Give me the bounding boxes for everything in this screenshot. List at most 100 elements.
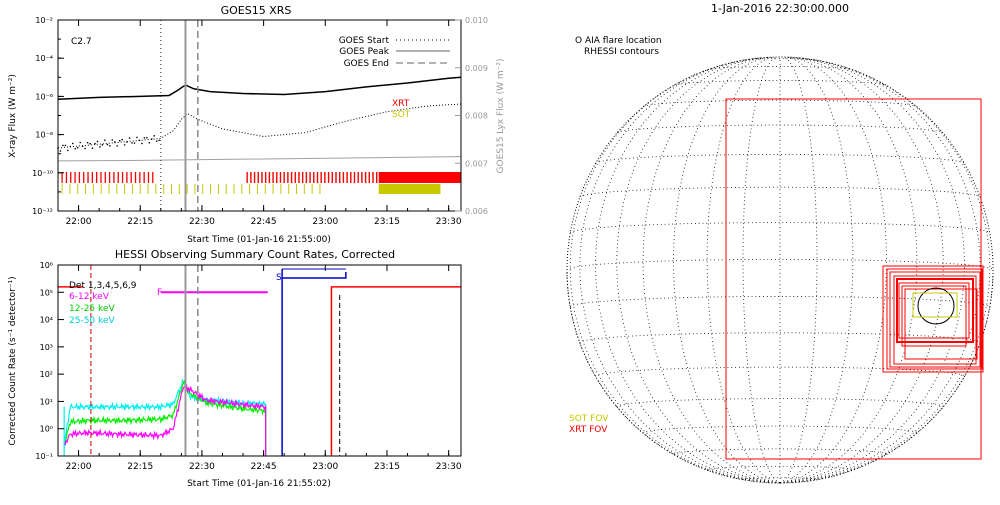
hessi-x-tick-label: 23:00: [312, 462, 338, 472]
goes-panel: GOES15 XRS C2.7 22:00 22:15 22:30 22:45 23:0…: [8, 4, 506, 245]
legend-25-50kev: 25-50 keV: [69, 316, 115, 326]
longitude-line: [779, 56, 818, 484]
longitude-line: [566, 269, 781, 484]
longitude-line: [569, 66, 781, 484]
xrs-short-point: [101, 144, 104, 146]
longitude-line: [779, 269, 994, 484]
latitude-line: [707, 66, 853, 71]
longitude-line: [779, 59, 981, 484]
goes-x-tick-label: 23:30: [436, 217, 462, 227]
goes-y-tick-label: 10⁻¹²: [32, 207, 53, 216]
xrs-short-point: [62, 144, 64, 147]
hessi-y-tick-label: 10⁵: [40, 288, 53, 297]
hessi-y-axis: 10⁶ 10⁵ 10⁴ 10³ 10² 10¹ 10⁰ 10⁻¹: [35, 261, 64, 461]
goes-x-tick-label: 22:00: [66, 217, 92, 227]
saa-flag-line: [281, 272, 347, 456]
xrs-short-point: [128, 137, 131, 139]
lyx-series-line: [57, 156, 462, 162]
solar-map-title: 1-Jan-2016 22:30:00.000: [711, 2, 849, 15]
xrs-short-point: [59, 150, 62, 152]
xrs-short-point: [123, 144, 126, 146]
goes-x-tick-label: 22:15: [127, 217, 153, 227]
goes-x-tick-label: 22:45: [251, 217, 277, 227]
hessi-y-tick-label: 10⁰: [40, 425, 53, 434]
xrs-short-point: [89, 142, 91, 145]
sot-coverage-block: [378, 184, 441, 194]
goes-x-tick-label: 23:00: [312, 217, 338, 227]
goes-x-tick-label: 23:15: [374, 217, 400, 227]
flare-class-label: C2.7: [71, 37, 92, 47]
saa-flag-label: S: [276, 273, 282, 283]
goes-y2-tick-label: 0.008: [465, 112, 488, 121]
xrs-short-point: [146, 136, 148, 139]
hessi-title: HESSI Observing Summary Count Rates, Cor…: [115, 248, 395, 261]
xrs-short-point: [136, 136, 138, 139]
longitude-line: [706, 56, 781, 484]
count-rate-series-25-50-keV: [63, 378, 267, 456]
xrs-short-point: [76, 146, 79, 149]
xrt-coverage-label: XRT: [392, 99, 410, 109]
legend-detectors: Det 1,3,4,5,6,9: [69, 281, 137, 291]
xrs-short-point: [74, 147, 77, 150]
goes-y-axis: 10⁻² 10⁻⁴ 10⁻⁶ 10⁻⁸ 10⁻¹⁰ 10⁻¹²: [32, 16, 64, 216]
hessi-y-tick-label: 10³: [40, 343, 53, 352]
goes-y2-tick-label: 0.009: [465, 64, 488, 73]
solar-limb: [566, 56, 994, 484]
xrs-short-point: [79, 141, 82, 144]
longitude-line: [673, 56, 781, 484]
goes-y-tick-label: 10⁻⁸: [35, 131, 53, 140]
xrs-short-point: [106, 143, 109, 146]
goes-plot-area: [57, 20, 462, 211]
xrs-short-point: [131, 142, 133, 144]
hessi-panel: HESSI Observing Summary Count Rates, Cor…: [8, 248, 462, 489]
goes-x-axis-label: Start Time (01-Jan-16 21:55:00): [187, 235, 331, 245]
latitude-line: [642, 425, 918, 434]
longitude-line: [742, 56, 781, 484]
goes-y-tick-label: 10⁻²: [35, 16, 53, 25]
hessi-legend: Det 1,3,4,5,6,9 6-12 keV 12-25 keV 25-50…: [69, 281, 137, 326]
xrs-short-point: [121, 138, 123, 141]
goes-y2-tick-label: 0.007: [465, 159, 488, 168]
goes-y-axis-label: X-ray Flux (W m⁻²): [8, 74, 18, 158]
xrs-short-point: [158, 139, 160, 142]
legend-goes-end: GOES End: [344, 59, 389, 69]
hessi-plot-area: [58, 265, 461, 456]
hessi-x-axis: 22:00 22:15 22:30 22:45 23:00 23:15 23:30: [57, 265, 462, 472]
xrt-coverage-block: [378, 172, 461, 183]
xrs-short-point: [111, 139, 114, 141]
longitude-line: [779, 66, 991, 484]
solar-grid: [566, 56, 994, 484]
goes-title: GOES15 XRS: [221, 4, 292, 17]
latitude-line: [673, 79, 887, 86]
goes-y2-axis: 0.010 0.009 0.008 0.007 0.006: [455, 16, 488, 216]
night-flag-line: [330, 286, 461, 456]
hessi-x-tick-label: 22:15: [127, 462, 153, 472]
legend-6-12kev: 6-12 keV: [69, 292, 110, 302]
latitude-line: [643, 99, 917, 107]
xrs-short-point: [94, 142, 96, 145]
legend-goes-start: GOES Start: [339, 36, 390, 46]
longitude-line: [595, 57, 781, 484]
hessi-x-tick-label: 22:30: [189, 462, 215, 472]
legend-aia-flare-location: O AIA flare location: [575, 36, 662, 46]
xrs-short-series-line: [57, 103, 462, 149]
count-rate-series-6-12-keV: [63, 383, 267, 456]
hessi-x-tick-label: 23:15: [374, 462, 400, 472]
solar-map: 1-Jan-2016 22:30:00.000 O AIA flare loca…: [566, 2, 994, 484]
goes-x-tick-label: 22:30: [189, 217, 215, 227]
goes-y-tick-label: 10⁻¹⁰: [32, 169, 53, 178]
legend-rhessi-contours: RHESSI contours: [584, 47, 659, 57]
latitude-line: [566, 258, 994, 271]
longitude-line: [579, 59, 781, 484]
xrt-fov-box: [725, 98, 982, 460]
legend-sot-fov: SOT FOV: [569, 414, 609, 424]
xrs-short-point: [118, 139, 121, 142]
xrt-fov-cluster: [882, 265, 984, 373]
xrs-short-point: [153, 135, 156, 137]
goes-y-tick-label: 10⁻⁶: [35, 92, 53, 101]
xrs-short-point: [141, 142, 143, 145]
goes-y2-axis-label: GOES15 Lyx Flux (W m⁻²): [496, 59, 506, 174]
xrs-short-point: [143, 137, 146, 139]
